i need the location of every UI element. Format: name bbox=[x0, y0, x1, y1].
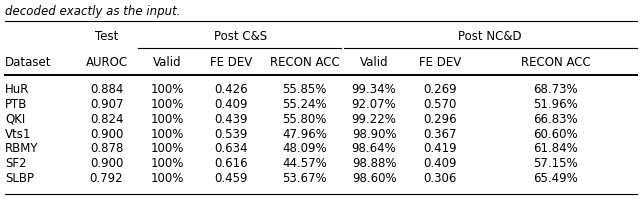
Text: 0.296: 0.296 bbox=[423, 113, 456, 126]
Text: SLBP: SLBP bbox=[5, 172, 34, 185]
Text: 100%: 100% bbox=[150, 98, 184, 111]
Text: AUROC: AUROC bbox=[86, 56, 127, 69]
Text: 68.73%: 68.73% bbox=[534, 83, 578, 97]
Text: 60.60%: 60.60% bbox=[534, 128, 578, 141]
Text: FE DEV: FE DEV bbox=[419, 56, 461, 69]
Text: SF2: SF2 bbox=[5, 157, 27, 170]
Text: RECON ACC: RECON ACC bbox=[270, 56, 339, 69]
Text: 0.409: 0.409 bbox=[214, 98, 248, 111]
Text: 57.15%: 57.15% bbox=[534, 157, 578, 170]
Text: 100%: 100% bbox=[150, 128, 184, 141]
Text: 98.90%: 98.90% bbox=[352, 128, 396, 141]
Text: 0.824: 0.824 bbox=[90, 113, 124, 126]
Text: 98.88%: 98.88% bbox=[352, 157, 396, 170]
Text: RBMY: RBMY bbox=[5, 142, 38, 155]
Text: PTB: PTB bbox=[5, 98, 28, 111]
Text: 55.80%: 55.80% bbox=[282, 113, 327, 126]
Text: 0.459: 0.459 bbox=[214, 172, 248, 185]
Text: 0.306: 0.306 bbox=[423, 172, 456, 185]
Text: Valid: Valid bbox=[360, 56, 388, 69]
Text: Test: Test bbox=[95, 30, 118, 43]
Text: 0.900: 0.900 bbox=[90, 128, 124, 141]
Text: 0.878: 0.878 bbox=[90, 142, 124, 155]
Text: 55.85%: 55.85% bbox=[282, 83, 327, 97]
Text: HuR: HuR bbox=[5, 83, 29, 97]
Text: 0.367: 0.367 bbox=[423, 128, 456, 141]
Text: 100%: 100% bbox=[150, 142, 184, 155]
Text: 0.884: 0.884 bbox=[90, 83, 124, 97]
Text: decoded exactly as the input.: decoded exactly as the input. bbox=[5, 5, 180, 18]
Text: 0.419: 0.419 bbox=[423, 142, 456, 155]
Text: Valid: Valid bbox=[153, 56, 182, 69]
Text: 65.49%: 65.49% bbox=[534, 172, 578, 185]
Text: 100%: 100% bbox=[150, 172, 184, 185]
Text: 98.64%: 98.64% bbox=[352, 142, 396, 155]
Text: 0.570: 0.570 bbox=[423, 98, 456, 111]
Text: 100%: 100% bbox=[150, 83, 184, 97]
Text: 100%: 100% bbox=[150, 113, 184, 126]
Text: FE DEV: FE DEV bbox=[210, 56, 253, 69]
Text: 0.634: 0.634 bbox=[214, 142, 248, 155]
Text: 44.57%: 44.57% bbox=[282, 157, 327, 170]
Text: 0.439: 0.439 bbox=[214, 113, 248, 126]
Text: 98.60%: 98.60% bbox=[352, 172, 396, 185]
Text: 100%: 100% bbox=[150, 157, 184, 170]
Text: RECON ACC: RECON ACC bbox=[521, 56, 591, 69]
Text: Post NC&D: Post NC&D bbox=[458, 30, 522, 43]
Text: 0.792: 0.792 bbox=[90, 172, 124, 185]
Text: 0.269: 0.269 bbox=[423, 83, 456, 97]
Text: 0.900: 0.900 bbox=[90, 157, 124, 170]
Text: 53.67%: 53.67% bbox=[282, 172, 327, 185]
Text: 48.09%: 48.09% bbox=[282, 142, 327, 155]
Text: 51.96%: 51.96% bbox=[534, 98, 578, 111]
Text: 0.426: 0.426 bbox=[214, 83, 248, 97]
Text: 0.616: 0.616 bbox=[214, 157, 248, 170]
Text: 55.24%: 55.24% bbox=[282, 98, 327, 111]
Text: QKI: QKI bbox=[5, 113, 26, 126]
Text: 0.907: 0.907 bbox=[90, 98, 124, 111]
Text: 66.83%: 66.83% bbox=[534, 113, 578, 126]
Text: 61.84%: 61.84% bbox=[534, 142, 578, 155]
Text: Vts1: Vts1 bbox=[5, 128, 31, 141]
Text: 0.409: 0.409 bbox=[423, 157, 456, 170]
Text: 0.539: 0.539 bbox=[214, 128, 248, 141]
Text: 47.96%: 47.96% bbox=[282, 128, 327, 141]
Text: 99.22%: 99.22% bbox=[351, 113, 397, 126]
Text: 99.34%: 99.34% bbox=[352, 83, 396, 97]
Text: Dataset: Dataset bbox=[5, 56, 52, 69]
Text: 92.07%: 92.07% bbox=[352, 98, 396, 111]
Text: Post C&S: Post C&S bbox=[214, 30, 268, 43]
